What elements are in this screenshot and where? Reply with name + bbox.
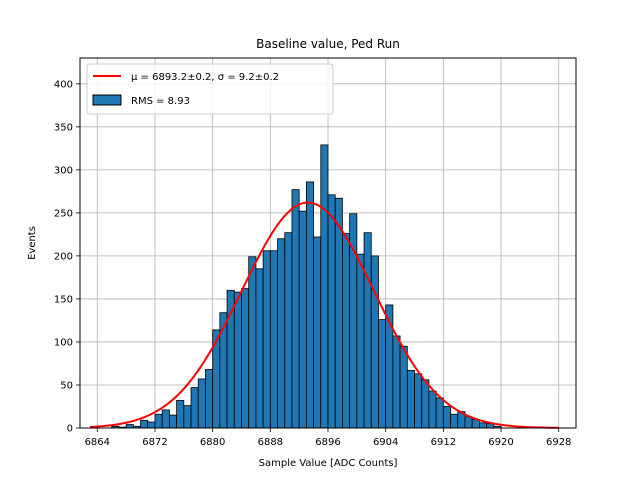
legend-hist-label: RMS = 8.93 (131, 96, 190, 107)
x-tick-label: 6864 (85, 437, 110, 448)
histogram-bar (241, 288, 250, 429)
histogram-bar (406, 369, 415, 429)
histogram-bar (342, 233, 351, 429)
histogram-bar (450, 413, 459, 429)
y-axis-label: Events (27, 226, 38, 260)
x-tick-label: 6912 (431, 437, 456, 448)
histogram-bar (262, 250, 271, 429)
histogram-bar (226, 289, 235, 429)
histogram-bar (464, 416, 473, 429)
histogram-bar (442, 406, 451, 429)
y-tick-label: 100 (54, 337, 73, 348)
y-tick-label: 400 (54, 79, 73, 90)
histogram-bar (320, 144, 329, 429)
y-tick-label: 350 (54, 122, 73, 133)
x-tick-label: 6904 (373, 437, 398, 448)
legend: μ = 6893.2±0.2, σ = 9.2±0.2 RMS = 8.93 (86, 63, 334, 115)
histogram-bar (291, 189, 300, 429)
histogram-bar (327, 194, 336, 429)
histogram-bar (154, 413, 163, 429)
x-tick-label: 6888 (258, 437, 283, 448)
y-tick-label: 50 (60, 380, 73, 391)
histogram-bar (305, 181, 314, 429)
x-tick-label: 6896 (315, 437, 340, 448)
y-tick-label: 200 (54, 251, 73, 262)
histogram-bar (233, 291, 242, 429)
histogram-bar (435, 397, 444, 429)
histogram-bar (168, 414, 178, 429)
histogram-bar (255, 268, 264, 429)
x-axis-ticks: 6864 6872 6880 6888 6896 6904 6912 6920 6928 (85, 428, 571, 448)
histogram-bar (284, 232, 293, 429)
histogram-bar (414, 373, 423, 429)
gaussian-fit-curve (90, 201, 559, 429)
histogram-bar (478, 422, 488, 429)
histogram-bar (205, 369, 214, 429)
histogram-bar (176, 400, 185, 429)
histogram-bar (147, 421, 156, 429)
x-tick-label: 6928 (546, 437, 571, 448)
histogram-bar (277, 238, 286, 429)
histogram-bar (392, 335, 401, 429)
histogram-bar (370, 255, 379, 429)
x-tick-label: 6920 (488, 437, 513, 448)
legend-fit-label: μ = 6893.2±0.2, σ = 9.2±0.2 (131, 72, 279, 83)
x-tick-label: 6880 (200, 437, 225, 448)
histogram-bar (334, 197, 343, 429)
legend-hist-swatch (92, 94, 122, 106)
histogram-bar (313, 236, 322, 429)
y-tick-label: 300 (54, 165, 73, 176)
legend-box (86, 63, 334, 115)
fit-curve-layer (90, 201, 559, 429)
histogram-bar (356, 253, 365, 429)
x-axis-label: Sample Value [ADC Counts] (259, 458, 398, 469)
histogram-bar (378, 319, 387, 429)
y-axis-ticks: 0 50 100 150 200 250 300 350 400 (54, 79, 80, 435)
y-tick-label: 150 (54, 294, 73, 305)
histogram-bar (421, 379, 430, 429)
histogram-bar (161, 409, 170, 429)
chart-title: Baseline value, Ped Run (256, 37, 400, 51)
histogram-bar (248, 256, 257, 429)
y-tick-label: 0 (67, 424, 73, 435)
histogram-bar (190, 387, 199, 429)
x-tick-label: 6872 (142, 437, 167, 448)
histogram-bar (197, 378, 206, 429)
histogram-bars (111, 144, 502, 429)
y-tick-label: 250 (54, 208, 73, 219)
histogram-bar (269, 250, 278, 429)
histogram-bar (298, 210, 307, 429)
histogram-bar (219, 312, 228, 429)
histogram-bar (428, 390, 437, 429)
histogram-bar (183, 405, 192, 429)
histogram-bar (363, 232, 372, 429)
histogram-bar (140, 419, 149, 429)
histogram-bar (399, 345, 408, 429)
histogram-bar (125, 424, 134, 429)
